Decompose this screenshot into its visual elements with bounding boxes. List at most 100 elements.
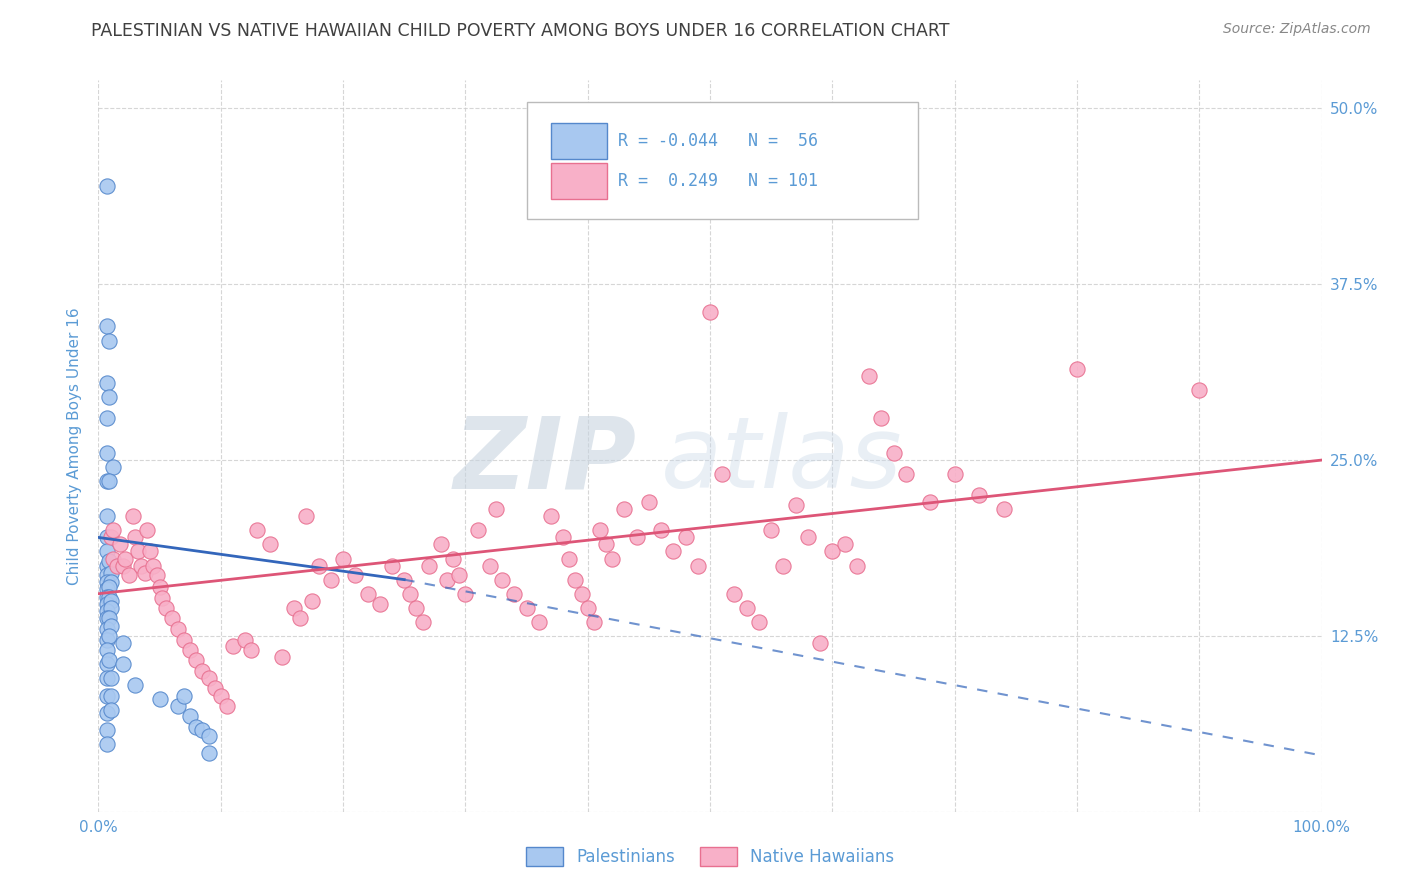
Point: [1066, 361, 1088, 376]
Point: [441, 551, 464, 566]
Point: [711, 467, 734, 482]
Point: [98, 390, 121, 404]
Point: [173, 633, 195, 648]
Point: [96, 604, 118, 618]
Point: [209, 690, 232, 704]
Point: [478, 558, 501, 573]
Point: [558, 551, 581, 566]
Point: [149, 580, 172, 594]
Point: [105, 558, 128, 573]
Point: [735, 600, 758, 615]
Point: [186, 653, 208, 667]
Point: [883, 446, 905, 460]
Point: [290, 610, 312, 624]
Point: [191, 664, 214, 678]
Point: [98, 580, 121, 594]
Point: [723, 587, 745, 601]
Point: [197, 746, 219, 760]
Point: [96, 319, 118, 334]
Point: [430, 537, 453, 551]
Point: [356, 587, 378, 601]
Point: [967, 488, 990, 502]
Point: [96, 582, 118, 597]
Point: [785, 498, 807, 512]
Point: [399, 587, 422, 601]
Point: [240, 643, 263, 657]
Point: [454, 587, 477, 601]
Point: [98, 590, 121, 604]
Point: [381, 558, 404, 573]
Point: [197, 671, 219, 685]
Point: [179, 709, 201, 723]
Point: [127, 544, 149, 558]
Point: [870, 410, 893, 425]
Point: [129, 558, 152, 573]
Point: [96, 706, 118, 721]
Point: [332, 551, 354, 566]
Text: R = -0.044   N =  56: R = -0.044 N = 56: [619, 132, 818, 150]
Point: [894, 467, 917, 482]
Point: [96, 474, 118, 488]
Point: [96, 410, 118, 425]
Point: [98, 474, 121, 488]
Point: [96, 376, 118, 390]
Point: [638, 495, 661, 509]
Text: R =  0.249   N = 101: R = 0.249 N = 101: [619, 172, 818, 190]
Point: [699, 305, 721, 319]
Point: [98, 554, 121, 568]
Point: [233, 633, 256, 648]
Point: [98, 629, 121, 643]
Point: [319, 573, 342, 587]
Point: [270, 650, 294, 665]
Point: [595, 537, 617, 551]
Point: [98, 653, 121, 667]
Point: [111, 636, 134, 650]
Point: [436, 573, 458, 587]
Point: [110, 537, 132, 551]
Point: [101, 460, 124, 475]
Point: [96, 544, 118, 558]
Point: [160, 610, 183, 624]
Point: [111, 558, 134, 573]
Point: [222, 639, 245, 653]
FancyBboxPatch shape: [551, 163, 607, 199]
Point: [553, 530, 575, 544]
Point: [993, 502, 1015, 516]
Point: [96, 610, 118, 624]
Point: [100, 703, 122, 717]
Point: [173, 690, 195, 704]
Text: PALESTINIAN VS NATIVE HAWAIIAN CHILD POVERTY AMONG BOYS UNDER 16 CORRELATION CHA: PALESTINIAN VS NATIVE HAWAIIAN CHILD POV…: [91, 22, 950, 40]
Point: [96, 575, 118, 590]
Point: [564, 573, 586, 587]
Point: [96, 633, 118, 648]
Point: [920, 495, 942, 509]
Point: [179, 643, 201, 657]
Point: [167, 699, 190, 714]
Point: [834, 537, 856, 551]
Point: [114, 551, 136, 566]
Point: [155, 600, 177, 615]
Point: [96, 657, 118, 671]
Point: [845, 558, 868, 573]
Point: [100, 600, 122, 615]
Point: [150, 591, 173, 605]
Point: [748, 615, 770, 629]
Legend: Palestinians, Native Hawaiians: Palestinians, Native Hawaiians: [519, 840, 901, 873]
Point: [197, 729, 219, 743]
Point: [215, 699, 238, 714]
Point: [98, 610, 121, 624]
Point: [101, 551, 124, 566]
Point: [761, 524, 783, 538]
Point: [503, 587, 526, 601]
Point: [118, 568, 141, 582]
Y-axis label: Child Poverty Among Boys Under 16: Child Poverty Among Boys Under 16: [67, 307, 83, 585]
Point: [96, 178, 118, 193]
Point: [589, 524, 612, 538]
Point: [344, 568, 367, 582]
Point: [96, 643, 118, 657]
Point: [96, 690, 118, 704]
Point: [246, 524, 269, 538]
Point: [100, 690, 122, 704]
Point: [100, 593, 122, 607]
Text: ZIP: ZIP: [454, 412, 637, 509]
